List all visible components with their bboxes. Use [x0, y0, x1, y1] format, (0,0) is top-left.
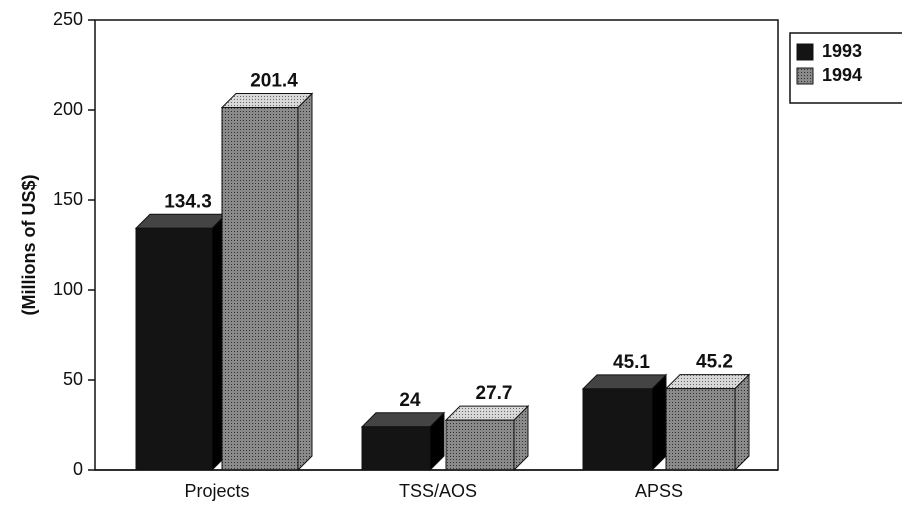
x-tick-label: Projects [184, 481, 249, 501]
value-label: 24 [399, 390, 421, 411]
y-tick-label: 250 [53, 9, 83, 29]
bar-top [220, 92, 314, 108]
value-label: 27.7 [476, 383, 513, 404]
bar-top [664, 374, 751, 390]
legend-label: 1994 [822, 65, 862, 85]
value-label: 45.2 [696, 352, 733, 373]
value-label: 201.4 [250, 70, 298, 91]
x-tick-label: TSS/AOS [399, 481, 477, 501]
bar [135, 227, 213, 471]
bar-top [360, 412, 446, 428]
bar [445, 419, 515, 471]
y-tick-label: 50 [63, 369, 83, 389]
bar [221, 106, 299, 471]
bar-side [651, 373, 667, 472]
legend-swatch [796, 67, 814, 85]
y-tick-label: 0 [73, 459, 83, 479]
bar-top [444, 405, 530, 421]
y-tick-label: 150 [53, 189, 83, 209]
value-label: 45.1 [613, 352, 650, 373]
bar [361, 426, 431, 471]
y-axis-label: (Millions of US$) [19, 175, 39, 316]
y-tick-label: 100 [53, 279, 83, 299]
bar [582, 388, 653, 471]
legend-swatch [796, 43, 814, 61]
x-tick-label: APSS [635, 481, 683, 501]
legend-label: 1993 [822, 41, 862, 61]
bar-side [734, 373, 750, 472]
value-label: 134.3 [164, 191, 212, 212]
y-tick-label: 200 [53, 99, 83, 119]
bar-side [297, 92, 313, 472]
bar-top [134, 213, 228, 229]
bar [665, 388, 736, 471]
bar-top [581, 374, 668, 390]
